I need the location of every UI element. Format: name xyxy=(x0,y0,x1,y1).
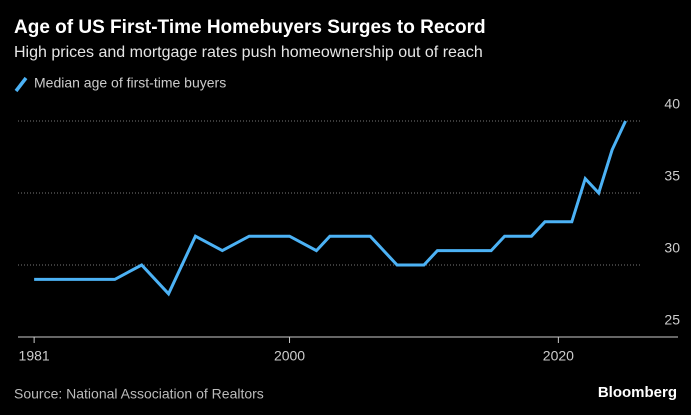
y-tick-label: 40 xyxy=(664,96,680,112)
chart-title: Age of US First-Time Homebuyers Surges t… xyxy=(14,17,486,38)
y-tick-label: 25 xyxy=(664,312,680,328)
legend-label: Median age of first-time buyers xyxy=(34,75,226,91)
x-tick-label: 2020 xyxy=(543,348,574,364)
data-line xyxy=(34,120,627,297)
y-tick-label: 30 xyxy=(664,240,680,256)
chart-subtitle: High prices and mortgage rates push home… xyxy=(14,44,483,61)
source: Source: National Association of Realtors xyxy=(14,386,264,402)
x-tick-label: 2000 xyxy=(274,348,305,364)
x-tick-label: 1981 xyxy=(19,348,50,364)
brand: Bloomberg xyxy=(598,384,677,401)
legend-swatch xyxy=(14,76,28,93)
y-tick-label: 35 xyxy=(664,168,680,184)
